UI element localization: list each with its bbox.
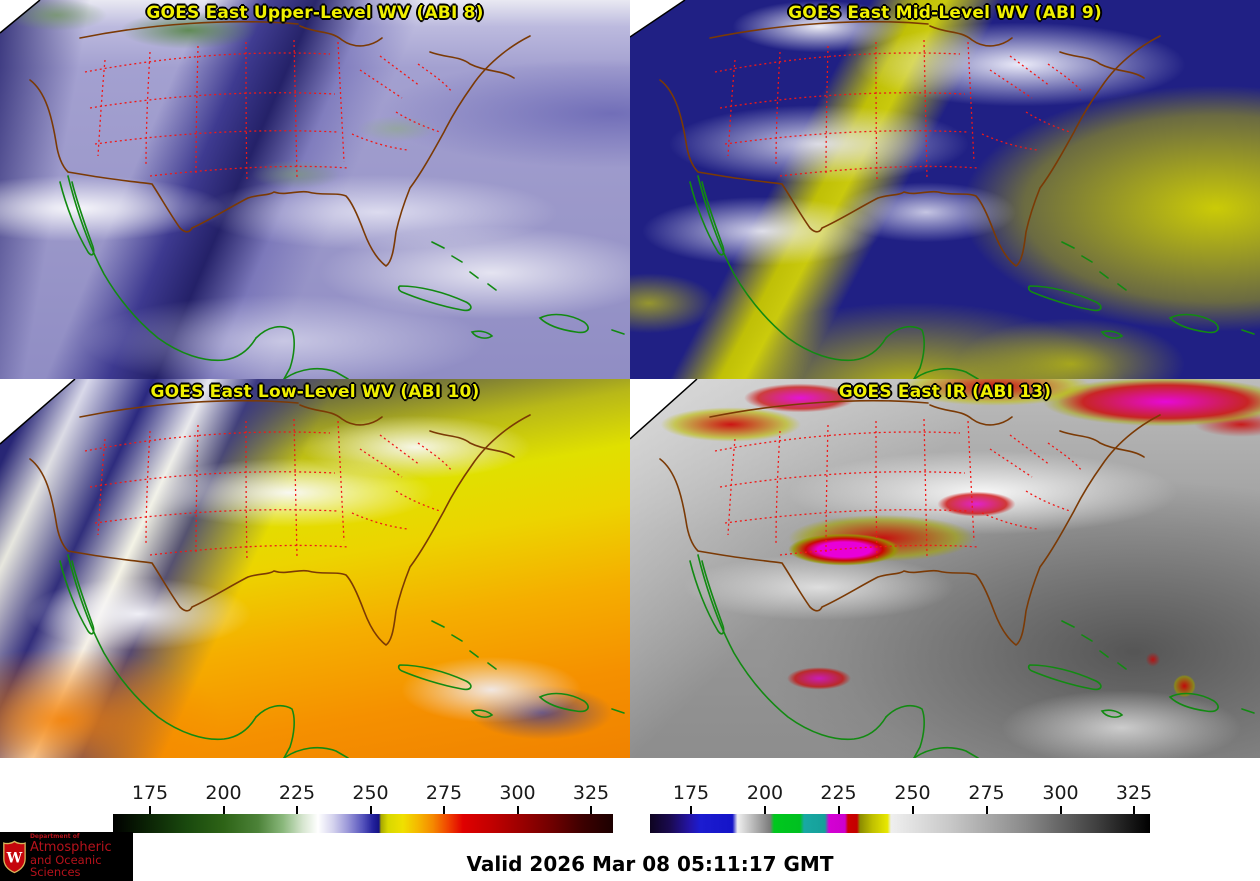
logo-line-atmospheric: Atmospheric bbox=[29, 839, 112, 855]
colorbar-tick-label: 225 bbox=[820, 782, 857, 804]
map-overlay bbox=[659, 20, 1255, 379]
colorbar-tick bbox=[149, 806, 151, 814]
panel-title-abi9: GOES East Mid-Level WV (ABI 9) bbox=[788, 3, 1102, 23]
satellite-image-abi10 bbox=[0, 379, 630, 758]
uw-aos-logo: W Department of Atmospheric and Oceanic … bbox=[0, 832, 133, 881]
colorbar-tick-label: 275 bbox=[425, 782, 463, 804]
scan-edge bbox=[630, 379, 698, 440]
map-overlay bbox=[29, 399, 625, 758]
colorbar-tick bbox=[911, 806, 914, 814]
map-overlay bbox=[659, 399, 1255, 758]
svg-text:W: W bbox=[6, 850, 23, 866]
colorbar-wv-gradient bbox=[113, 814, 613, 833]
colorbar-tick-label: 325 bbox=[572, 782, 610, 804]
colorbar-tick-label: 250 bbox=[894, 782, 931, 804]
colorbar-tick-label: 250 bbox=[352, 782, 389, 804]
colorbar-tick bbox=[985, 806, 988, 814]
panel-ir: GOES East IR (ABI 13) bbox=[630, 379, 1260, 758]
colorbar-wv: 175 200 225 250 275 300 325 bbox=[113, 778, 613, 833]
colorbar-ir-gradient bbox=[650, 814, 1150, 833]
colorbar-tick-label: 300 bbox=[1042, 782, 1079, 804]
panel-mid-level-wv: GOES East Mid-Level WV (ABI 9) bbox=[630, 0, 1260, 379]
satellite-image-abi9 bbox=[630, 0, 1260, 379]
scan-edge bbox=[0, 379, 76, 445]
panel-title-abi10: GOES East Low-Level WV (ABI 10) bbox=[150, 382, 480, 402]
map-overlay bbox=[29, 20, 625, 379]
colorbar-tick bbox=[222, 806, 225, 814]
scan-edge bbox=[0, 0, 41, 34]
satellite-image-abi13 bbox=[630, 379, 1260, 758]
logo-dept-of: Department of bbox=[29, 833, 80, 841]
colorbar-tick-label: 300 bbox=[499, 782, 536, 804]
colorbar-tick bbox=[590, 806, 592, 814]
colorbar-tick-label: 325 bbox=[1115, 782, 1153, 804]
scan-edge bbox=[630, 0, 686, 38]
colorbar-tick bbox=[837, 806, 840, 814]
colorbar-tick bbox=[690, 806, 692, 814]
colorbar-tick bbox=[516, 806, 519, 814]
logo-line-oceanic: and Oceanic Sciences bbox=[29, 853, 102, 880]
uw-crest-icon: W bbox=[3, 840, 26, 873]
colorbar-tick-label: 175 bbox=[131, 782, 169, 804]
colorbar-tick-label: 200 bbox=[746, 782, 784, 804]
colorbar-tick-label: 275 bbox=[968, 782, 1005, 804]
colorbar-tick-label: 200 bbox=[205, 782, 242, 804]
colorbar-ir: 175 200 225 250 275 300 325 bbox=[650, 778, 1153, 833]
colorbar-tick-label: 175 bbox=[672, 782, 710, 804]
satellite-image-abi8 bbox=[0, 0, 630, 379]
panel-title-abi13: GOES East IR (ABI 13) bbox=[838, 382, 1052, 402]
panel-low-level-wv: GOES East Low-Level WV (ABI 10) bbox=[0, 379, 630, 758]
colorbar-tick-label: 225 bbox=[278, 782, 316, 804]
colorbar-tick bbox=[443, 806, 445, 814]
colorbar-tick bbox=[764, 806, 766, 814]
panel-title-abi8: GOES East Upper-Level WV (ABI 8) bbox=[146, 3, 484, 23]
colorbar-tick bbox=[369, 806, 372, 814]
panel-upper-level-wv: GOES East Upper-Level WV (ABI 8) bbox=[0, 0, 630, 379]
colorbar-tick bbox=[296, 806, 298, 814]
valid-timestamp: Valid 2026 Mar 08 05:11:17 GMT bbox=[466, 852, 834, 876]
colorbar-tick bbox=[1133, 806, 1135, 814]
colorbar-tick bbox=[1059, 806, 1062, 814]
